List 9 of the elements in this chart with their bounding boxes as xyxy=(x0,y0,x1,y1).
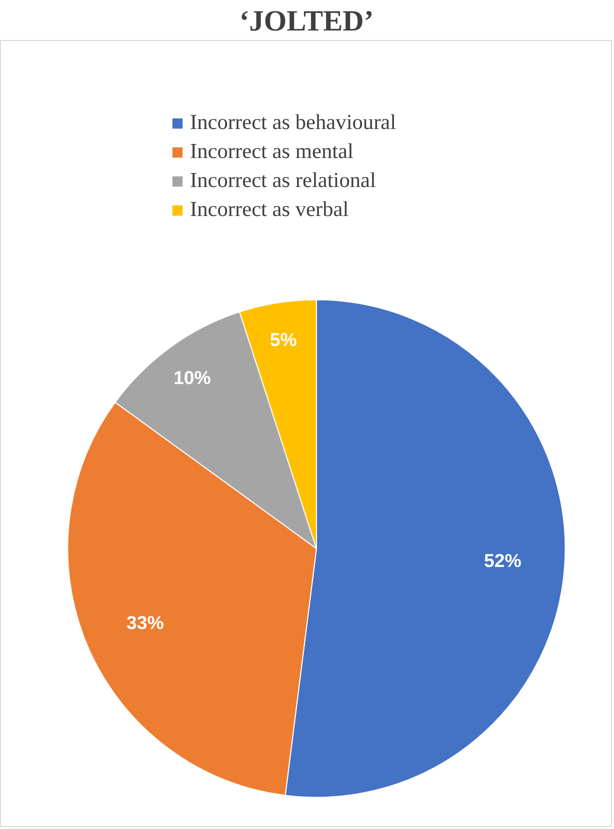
data-label: 33% xyxy=(126,612,164,634)
legend-label: Incorrect as relational xyxy=(190,168,376,193)
legend-label: Incorrect as verbal xyxy=(190,197,349,222)
legend-label: Incorrect as behavioural xyxy=(190,110,396,135)
data-label: 5% xyxy=(270,328,298,350)
legend-label: Incorrect as mental xyxy=(190,139,354,164)
chart-title: ‘JOLTED’ xyxy=(239,6,374,38)
data-label: 52% xyxy=(484,550,522,571)
data-label: 10% xyxy=(173,366,212,388)
